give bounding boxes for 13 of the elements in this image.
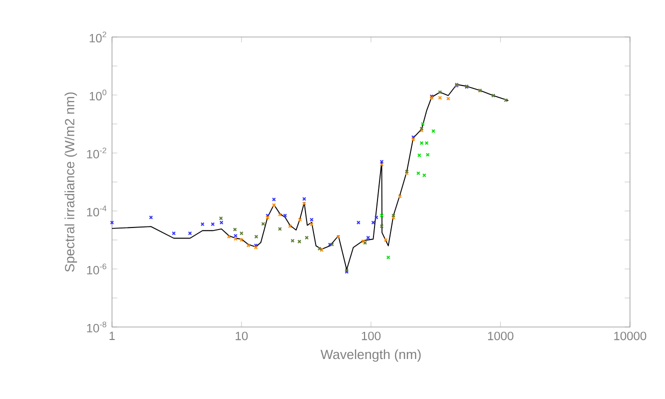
x-tick-label: 1000 — [488, 332, 514, 340]
x-tick-label: 100 — [362, 332, 381, 340]
y-axis-title: Spectral irradiance (W/m2 nm) — [64, 92, 78, 272]
x-tick-label: 10 — [236, 332, 248, 340]
y-tick-label: 10$^{-2}$ — [87, 148, 106, 158]
y-tick-label: 10$^{-8}$ — [87, 322, 106, 332]
x-tick-label: 1 — [110, 332, 115, 340]
y-tick-label: 10$^{0}$ — [90, 90, 106, 100]
x-axis-title: Wavelength (nm) — [320, 349, 421, 362]
y-tick-label: 10$^{2}$ — [90, 32, 106, 42]
y-tick-label: 10$^{-6}$ — [87, 264, 106, 274]
x-tick-label: 10000 — [614, 332, 646, 340]
y-tick-label: 10$^{-4}$ — [87, 206, 106, 216]
